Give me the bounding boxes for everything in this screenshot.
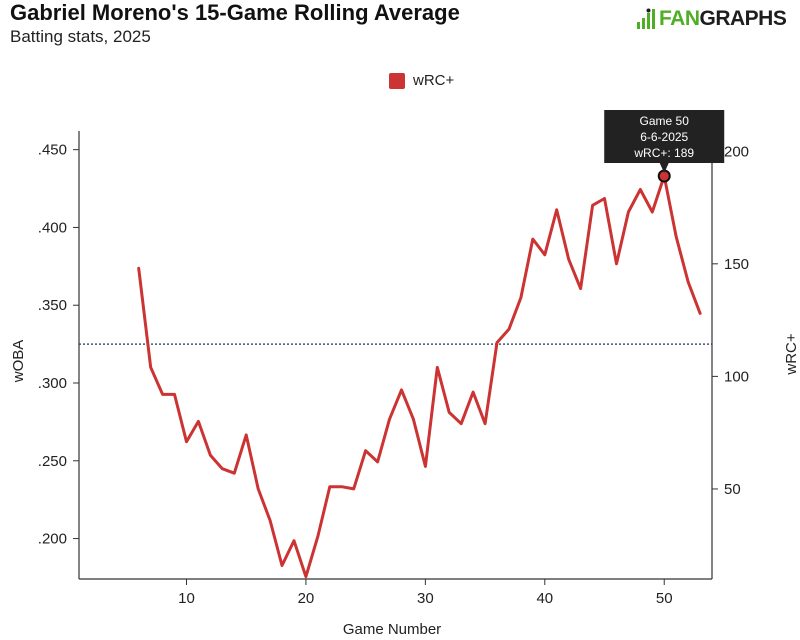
series-layer	[137, 169, 702, 579]
tooltip-line-date: 6-6-2025	[640, 130, 688, 144]
y-left-tick-label: .400	[38, 219, 67, 236]
y-right-tick-label: 200	[724, 143, 749, 160]
y-right-tick-label: 150	[724, 256, 749, 273]
legend-label: wRC+	[413, 72, 455, 89]
y-right-tick-label: 100	[724, 368, 749, 385]
y-right-tick-layer: 50 100 150 200	[712, 143, 749, 498]
y-left-tick-label: .300	[38, 375, 67, 392]
tooltip-line-value: wRC+: 189	[633, 146, 694, 160]
y-left-tick-label: .350	[38, 297, 67, 314]
tooltip: Game 50 6-6-2025 wRC+: 189	[604, 110, 725, 174]
x-tick-layer: 10 20 30 40 50	[178, 579, 673, 607]
chart-title: Gabriel Moreno's 15-Game Rolling Average	[10, 0, 460, 25]
x-tick-label: 20	[298, 590, 315, 607]
tooltip-line-game: Game 50	[640, 114, 690, 128]
tooltip-box	[604, 110, 725, 174]
brand-logo[interactable]: FANGRAPHS	[636, 6, 787, 32]
x-tick-label: 30	[417, 590, 434, 607]
y-left-tick-label: .250	[38, 453, 67, 470]
y-right-tick-label: 50	[724, 481, 741, 498]
y-left-axis-title: wOBA	[10, 340, 27, 384]
brand-wordmark: FANGRAPHS	[659, 7, 787, 31]
y-right-axis-title: wRC+	[783, 333, 800, 375]
brand-text-graphs: GRAPHS	[699, 7, 787, 30]
brand-text-fan: FAN	[659, 7, 700, 30]
x-tick-label: 10	[178, 590, 195, 607]
wrc-plus-series-line	[137, 174, 702, 579]
x-axis-title: Game Number	[343, 621, 441, 638]
x-tick-label: 50	[656, 590, 673, 607]
fangraphs-logo-icon	[637, 8, 655, 29]
y-left-tick-layer: .200 .250 .300 .350 .400 .450	[38, 142, 79, 548]
legend[interactable]: wRC+	[389, 72, 454, 89]
y-left-tick-label: .200	[38, 531, 67, 548]
x-tick-label: 40	[536, 590, 553, 607]
chart-subtitle: Batting stats, 2025	[10, 27, 151, 46]
legend-swatch	[389, 72, 405, 89]
y-left-tick-label: .450	[38, 142, 67, 159]
